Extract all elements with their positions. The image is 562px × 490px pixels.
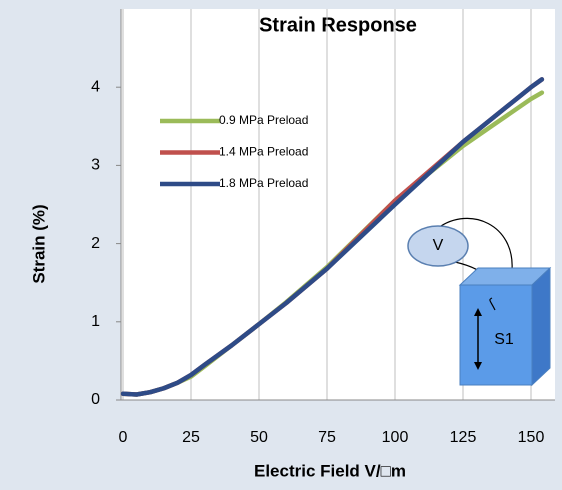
x-axis-label: Electric Field V/□m	[254, 461, 406, 480]
y-tick-label: 1	[91, 313, 100, 330]
wire	[437, 217, 513, 271]
x-tick-label: 0	[119, 429, 128, 446]
chart-title: Strain Response	[259, 14, 417, 36]
wire	[489, 297, 496, 311]
legend-label: 1.4 MPa Preload	[219, 145, 308, 159]
x-tick-label: 100	[382, 429, 409, 446]
inset-diagram	[407, 217, 552, 387]
y-tick-label: 3	[91, 157, 100, 174]
cube-front	[459, 284, 533, 386]
legend: 0.9 MPa Preload 1.4 MPa Preload 1.8 MPa Pr…	[160, 113, 308, 190]
series-line	[120, 77, 545, 397]
x-tick-label: 25	[182, 429, 200, 446]
legend-label: 0.9 MPa Preload	[219, 113, 308, 127]
x-tick-label: 50	[250, 429, 268, 446]
y-axis-label: Strain (%)	[29, 204, 48, 283]
y-tick-label: 0	[91, 391, 100, 408]
lines	[120, 77, 545, 397]
legend-label: 1.8 MPa Preload	[219, 176, 308, 190]
cube-side	[531, 266, 551, 387]
arrow-head	[474, 308, 482, 316]
voltage-source	[407, 225, 469, 267]
annotation: S1	[494, 331, 514, 348]
x-tick-label: 125	[450, 429, 477, 446]
annotation: V	[433, 237, 444, 254]
x-tick-label: 75	[318, 429, 336, 446]
x-tick-label: 150	[518, 429, 545, 446]
y-tick-label: 2	[91, 235, 100, 252]
y-tick-label: 4	[91, 78, 100, 95]
arrow-head	[474, 362, 482, 370]
